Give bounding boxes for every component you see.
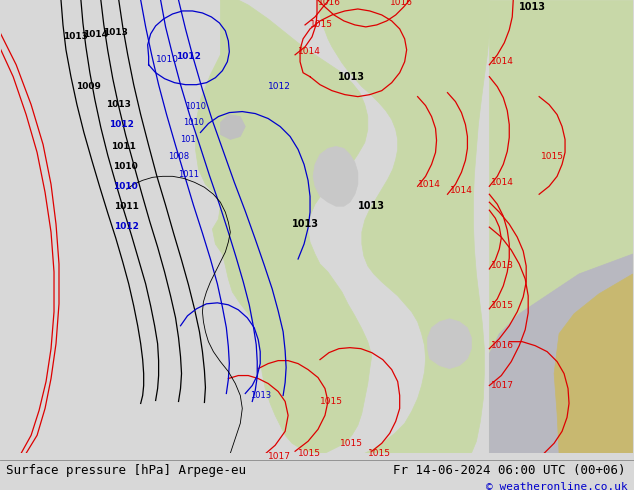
Text: 1013: 1013 bbox=[103, 28, 127, 37]
Text: 1014: 1014 bbox=[491, 178, 514, 187]
Polygon shape bbox=[554, 274, 633, 453]
Text: 1013: 1013 bbox=[358, 201, 385, 211]
Text: 1016: 1016 bbox=[491, 341, 514, 350]
Text: 1015: 1015 bbox=[298, 449, 321, 458]
Text: 1010: 1010 bbox=[183, 118, 205, 127]
Polygon shape bbox=[318, 0, 489, 453]
Text: 1014: 1014 bbox=[83, 30, 108, 39]
Text: 1015: 1015 bbox=[340, 439, 363, 448]
Text: 1012: 1012 bbox=[109, 120, 134, 129]
Text: 1014: 1014 bbox=[450, 186, 472, 195]
Text: 1013: 1013 bbox=[491, 262, 514, 270]
Text: 1012: 1012 bbox=[113, 221, 139, 231]
Text: 1010: 1010 bbox=[186, 102, 207, 111]
Text: 1008: 1008 bbox=[169, 152, 190, 161]
Text: 1011: 1011 bbox=[113, 202, 139, 211]
Text: 1012: 1012 bbox=[268, 82, 291, 91]
Text: 1011: 1011 bbox=[179, 170, 200, 179]
Polygon shape bbox=[489, 0, 633, 453]
Polygon shape bbox=[427, 319, 472, 368]
Text: 1014: 1014 bbox=[491, 57, 514, 66]
Text: 1013: 1013 bbox=[63, 32, 88, 41]
Text: 1013: 1013 bbox=[250, 391, 271, 400]
Polygon shape bbox=[195, 0, 372, 453]
Text: 101: 101 bbox=[181, 135, 197, 144]
Text: 1013: 1013 bbox=[106, 100, 131, 109]
Text: 1010: 1010 bbox=[113, 182, 138, 191]
Text: 1017: 1017 bbox=[268, 452, 291, 461]
Text: 1016: 1016 bbox=[390, 0, 413, 7]
Text: Surface pressure [hPa] Arpege-eu: Surface pressure [hPa] Arpege-eu bbox=[6, 465, 247, 477]
Polygon shape bbox=[489, 254, 633, 453]
Text: 1014: 1014 bbox=[298, 48, 321, 56]
Text: 1012: 1012 bbox=[176, 52, 200, 61]
Text: 1017: 1017 bbox=[491, 381, 514, 390]
Text: 1013: 1013 bbox=[519, 2, 547, 12]
Text: 1013: 1013 bbox=[292, 219, 319, 229]
Text: 1014: 1014 bbox=[418, 180, 441, 189]
Text: 1016: 1016 bbox=[318, 0, 341, 7]
Text: 1015: 1015 bbox=[368, 449, 391, 458]
Text: 1009: 1009 bbox=[76, 82, 101, 91]
Text: 1015: 1015 bbox=[310, 21, 333, 29]
Text: 1015: 1015 bbox=[491, 301, 514, 310]
Text: 1015: 1015 bbox=[320, 397, 343, 406]
Text: © weatheronline.co.uk: © weatheronline.co.uk bbox=[486, 482, 628, 490]
Text: 1013: 1013 bbox=[338, 72, 365, 82]
Polygon shape bbox=[313, 147, 358, 206]
Text: 1010: 1010 bbox=[155, 55, 179, 64]
Polygon shape bbox=[221, 115, 245, 140]
Text: Fr 14-06-2024 06:00 UTC (00+06): Fr 14-06-2024 06:00 UTC (00+06) bbox=[393, 465, 626, 477]
Text: 1010: 1010 bbox=[113, 162, 138, 171]
Text: 1011: 1011 bbox=[111, 142, 136, 151]
Text: 1015: 1015 bbox=[541, 152, 564, 161]
